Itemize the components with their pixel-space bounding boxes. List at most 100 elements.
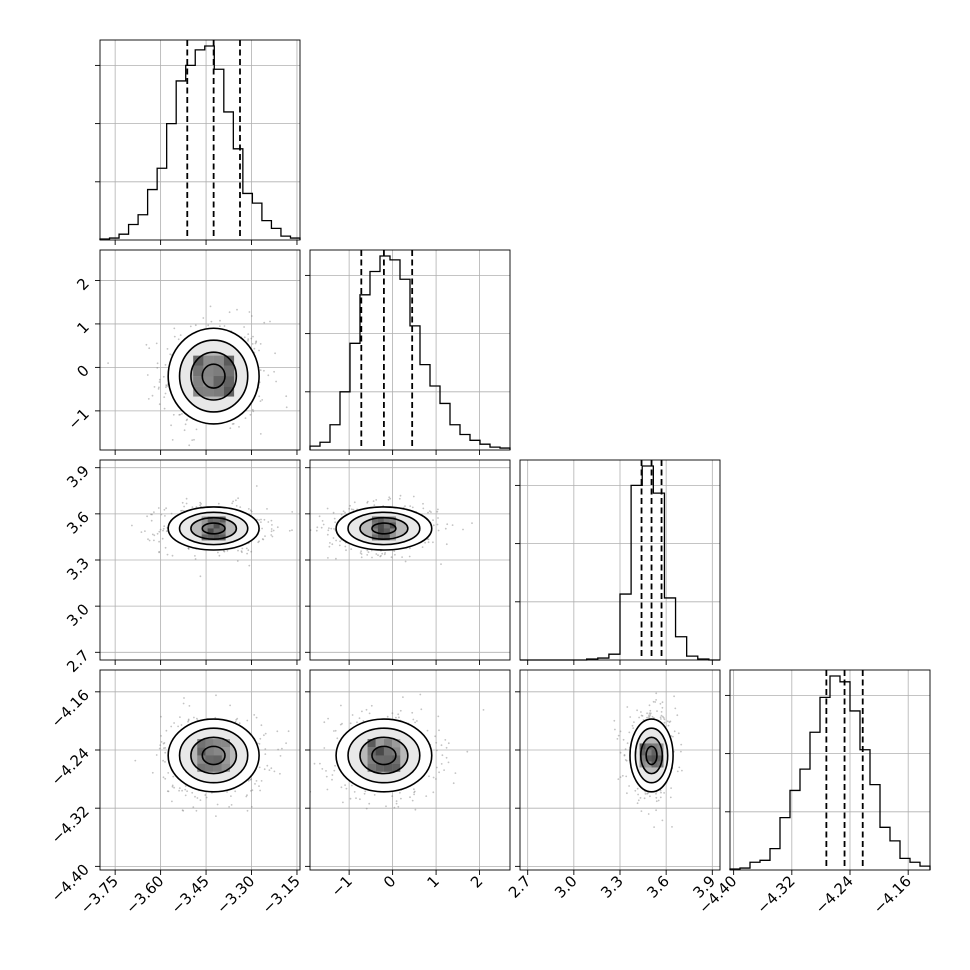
scatter-point: [219, 319, 221, 322]
scatter-point: [253, 347, 256, 350]
scatter-point: [264, 748, 267, 750]
scatter-point: [195, 809, 198, 812]
scatter-point: [422, 502, 424, 505]
scatter-point: [147, 538, 149, 541]
scatter-point: [214, 716, 217, 719]
scatter-point: [436, 510, 439, 513]
scatter-point: [326, 507, 329, 510]
scatter-point: [260, 521, 262, 523]
density-cell: [213, 755, 222, 764]
scatter-point: [676, 714, 679, 717]
histogram-step-line: [729, 675, 931, 870]
scatter-point: [270, 534, 273, 536]
scatter-point: [452, 782, 455, 785]
scatter-point: [657, 799, 660, 802]
scatter-point: [246, 552, 249, 555]
scatter-point: [345, 549, 347, 552]
scatter-point: [678, 766, 681, 769]
scatter-point: [660, 791, 662, 794]
scatter-point: [169, 353, 172, 356]
scatter-point: [359, 552, 362, 554]
scatter-point: [259, 737, 262, 740]
density-cell: [383, 516, 390, 523]
scatter-point: [170, 424, 173, 427]
scatter-point: [153, 511, 155, 513]
scatter-point: [335, 539, 337, 542]
scatter-point: [331, 778, 333, 781]
scatter-point: [160, 513, 163, 516]
scatter-point: [640, 810, 643, 812]
scatter-point: [634, 789, 637, 792]
scatter-point: [659, 789, 662, 792]
scatter-point: [250, 790, 252, 792]
scatter-point: [662, 717, 665, 719]
density-cell: [193, 386, 204, 397]
scatter-point: [253, 714, 256, 716]
scatter-point: [164, 364, 167, 366]
scatter-point: [388, 496, 391, 499]
scatter-point: [462, 528, 464, 531]
density-cell: [392, 755, 401, 764]
panel-frame: [99, 669, 301, 871]
scatter-point: [275, 380, 277, 383]
y-tick-label: −4.16: [48, 686, 93, 731]
scatter-point: [666, 720, 669, 723]
scatter-point: [639, 797, 642, 799]
density-cell: [371, 516, 378, 523]
scatter-point: [248, 311, 251, 313]
scatter-point: [189, 325, 192, 328]
scatter-point: [325, 775, 328, 778]
contour-line: [359, 736, 409, 775]
scatter-point: [619, 751, 622, 754]
density-cell: [383, 739, 393, 748]
scatter-point: [276, 526, 279, 529]
scatter-point: [163, 525, 166, 528]
scatter-point: [411, 506, 414, 509]
scatter-point: [648, 715, 651, 718]
scatter-point: [235, 718, 238, 721]
density-cell: [392, 763, 401, 772]
scatter-point: [413, 790, 416, 793]
scatter-point: [411, 711, 414, 714]
density-cell: [392, 747, 401, 756]
scatter-point: [194, 558, 197, 560]
scatter-point: [262, 538, 265, 541]
scatter-point: [185, 497, 188, 500]
scatter-point: [181, 413, 183, 415]
scatter-point: [164, 392, 167, 395]
scatter-point: [171, 554, 174, 557]
scatter-point: [164, 777, 167, 780]
density-cell: [221, 739, 230, 748]
scatter-point: [163, 742, 166, 744]
scatter-point: [186, 418, 189, 421]
scatter-point: [350, 548, 353, 550]
scatter-point: [158, 747, 161, 750]
density-cell: [213, 376, 224, 387]
contour-line: [178, 727, 249, 784]
scatter-point: [270, 767, 273, 770]
x-tick-label: −3.45: [168, 872, 213, 917]
scatter-point: [193, 438, 195, 441]
scatter-point: [325, 770, 327, 772]
scatter-point: [255, 485, 258, 487]
scatter-point: [381, 552, 384, 555]
scatter-point: [344, 511, 346, 514]
scatter-point: [316, 526, 319, 529]
scatter-point: [170, 512, 173, 515]
scatter-point: [659, 702, 662, 705]
density-cell: [221, 763, 230, 772]
contour-line: [167, 506, 260, 551]
scatter-point: [193, 716, 195, 719]
scatter-point: [171, 800, 173, 803]
scatter-point: [404, 505, 406, 507]
scatter-point: [411, 799, 414, 802]
scatter-point: [179, 334, 182, 336]
scatter-point: [144, 530, 146, 532]
y-tick-label: −4.32: [48, 802, 93, 847]
scatter-point: [444, 739, 447, 741]
scatter-point: [673, 730, 676, 733]
scatter-point: [363, 792, 366, 795]
scatter-point: [669, 720, 672, 723]
scatter-point: [247, 338, 250, 341]
scatter-point: [285, 395, 288, 398]
